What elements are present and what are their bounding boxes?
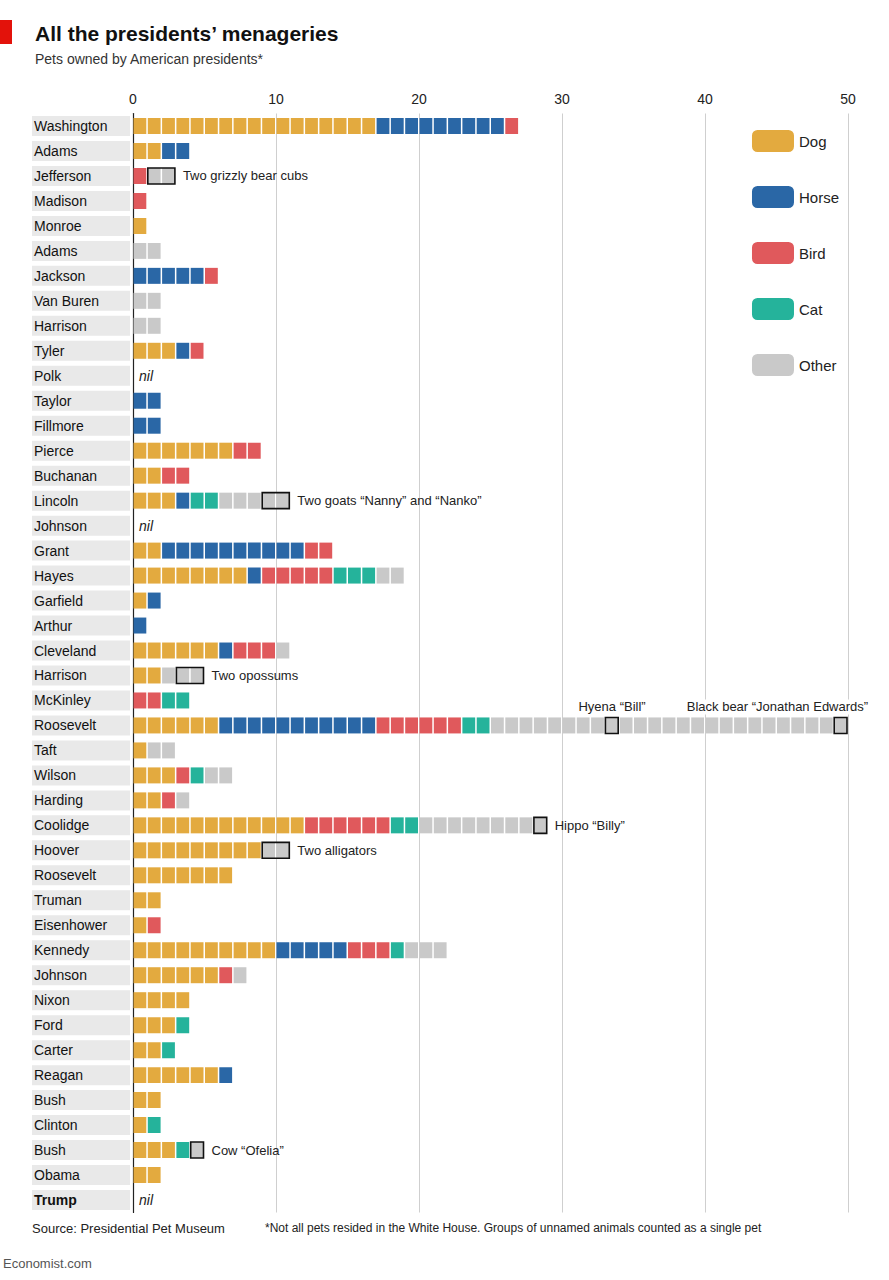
svg-text:Coolidge: Coolidge bbox=[34, 817, 89, 833]
svg-text:Johnson: Johnson bbox=[34, 518, 87, 534]
svg-text:Reagan: Reagan bbox=[34, 1067, 83, 1083]
svg-text:Source: Presidential Pet Museu: Source: Presidential Pet Museum bbox=[32, 1221, 225, 1236]
svg-text:Cow “Ofelia”: Cow “Ofelia” bbox=[212, 1143, 284, 1158]
svg-text:Taft: Taft bbox=[34, 742, 57, 758]
svg-text:Madison: Madison bbox=[34, 193, 87, 209]
svg-text:Hippo “Billy”: Hippo “Billy” bbox=[555, 818, 625, 833]
svg-text:Clinton: Clinton bbox=[34, 1117, 78, 1133]
svg-text:Tyler: Tyler bbox=[34, 343, 65, 359]
svg-text:Lincoln: Lincoln bbox=[34, 493, 78, 509]
svg-text:Bush: Bush bbox=[34, 1092, 66, 1108]
svg-text:*Not all pets resided in the W: *Not all pets resided in the White House… bbox=[265, 1221, 762, 1235]
svg-text:50: 50 bbox=[840, 91, 856, 107]
svg-text:Horse: Horse bbox=[799, 189, 839, 206]
svg-text:Harding: Harding bbox=[34, 792, 83, 808]
svg-text:Black bear “Jonathan Edwards”: Black bear “Jonathan Edwards” bbox=[687, 699, 868, 714]
svg-text:Two opossums: Two opossums bbox=[212, 668, 299, 683]
svg-text:Taylor: Taylor bbox=[34, 393, 72, 409]
svg-text:Obama: Obama bbox=[34, 1167, 80, 1183]
svg-text:Arthur: Arthur bbox=[34, 618, 72, 634]
svg-text:Hyena “Bill”: Hyena “Bill” bbox=[578, 699, 645, 714]
svg-text:30: 30 bbox=[554, 91, 570, 107]
svg-text:McKinley: McKinley bbox=[34, 692, 91, 708]
svg-text:Dog: Dog bbox=[799, 133, 827, 150]
svg-text:Buchanan: Buchanan bbox=[34, 468, 97, 484]
svg-text:Bird: Bird bbox=[799, 245, 826, 262]
svg-text:Monroe: Monroe bbox=[34, 218, 82, 234]
svg-text:Carter: Carter bbox=[34, 1042, 73, 1058]
svg-text:nil: nil bbox=[139, 518, 154, 534]
svg-text:Roosevelt: Roosevelt bbox=[34, 717, 96, 733]
svg-text:Hoover: Hoover bbox=[34, 842, 79, 858]
svg-text:20: 20 bbox=[411, 91, 427, 107]
svg-text:Pets owned by American preside: Pets owned by American presidents* bbox=[35, 51, 264, 67]
svg-text:Nixon: Nixon bbox=[34, 992, 70, 1008]
svg-text:10: 10 bbox=[268, 91, 284, 107]
svg-text:Van Buren: Van Buren bbox=[34, 293, 99, 309]
svg-text:Economist.com: Economist.com bbox=[3, 1256, 92, 1271]
svg-text:Eisenhower: Eisenhower bbox=[34, 917, 107, 933]
svg-text:Pierce: Pierce bbox=[34, 443, 74, 459]
svg-text:nil: nil bbox=[139, 368, 154, 384]
svg-text:Truman: Truman bbox=[34, 892, 82, 908]
svg-text:40: 40 bbox=[697, 91, 713, 107]
svg-text:Harrison: Harrison bbox=[34, 318, 87, 334]
svg-text:Cleveland: Cleveland bbox=[34, 643, 96, 659]
svg-text:Two grizzly bear cubs: Two grizzly bear cubs bbox=[183, 168, 308, 183]
svg-text:nil: nil bbox=[139, 1192, 154, 1208]
svg-text:Bush: Bush bbox=[34, 1142, 66, 1158]
svg-text:Grant: Grant bbox=[34, 543, 69, 559]
svg-text:0: 0 bbox=[129, 91, 137, 107]
svg-text:Other: Other bbox=[799, 357, 837, 374]
svg-text:Harrison: Harrison bbox=[34, 667, 87, 683]
svg-text:Adams: Adams bbox=[34, 243, 78, 259]
svg-text:Adams: Adams bbox=[34, 143, 78, 159]
svg-text:Hayes: Hayes bbox=[34, 568, 74, 584]
svg-text:Two goats “Nanny” and “Nanko”: Two goats “Nanny” and “Nanko” bbox=[297, 493, 481, 508]
svg-text:Fillmore: Fillmore bbox=[34, 418, 84, 434]
svg-text:All the presidents’ menageries: All the presidents’ menageries bbox=[35, 22, 338, 45]
svg-text:Two alligators: Two alligators bbox=[297, 843, 377, 858]
svg-text:Kennedy: Kennedy bbox=[34, 942, 89, 958]
svg-text:Jackson: Jackson bbox=[34, 268, 85, 284]
svg-text:Johnson: Johnson bbox=[34, 967, 87, 983]
svg-text:Garfield: Garfield bbox=[34, 593, 83, 609]
svg-text:Cat: Cat bbox=[799, 301, 823, 318]
svg-text:Wilson: Wilson bbox=[34, 767, 76, 783]
svg-text:Polk: Polk bbox=[34, 368, 62, 384]
svg-text:Washington: Washington bbox=[34, 118, 107, 134]
svg-text:Jefferson: Jefferson bbox=[34, 168, 91, 184]
svg-text:Roosevelt: Roosevelt bbox=[34, 867, 96, 883]
svg-text:Trump: Trump bbox=[34, 1192, 77, 1208]
svg-text:Ford: Ford bbox=[34, 1017, 63, 1033]
